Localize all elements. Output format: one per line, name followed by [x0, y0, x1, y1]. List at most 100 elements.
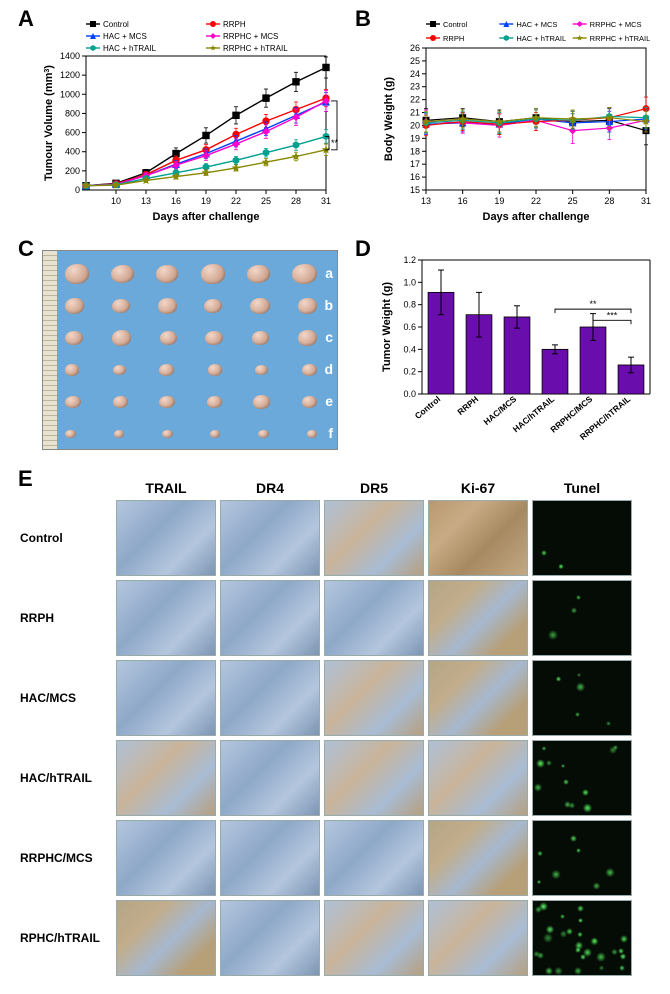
svg-text:HAC + MCS: HAC + MCS: [516, 20, 557, 29]
ihc-row-header: HAC/hTRAIL: [20, 771, 112, 785]
ihc-tile: [220, 900, 320, 976]
svg-text:24: 24: [410, 69, 420, 79]
svg-text:0.0: 0.0: [403, 389, 416, 399]
ihc-tile: [116, 740, 216, 816]
ihc-tile: [532, 900, 632, 976]
svg-text:0.6: 0.6: [403, 322, 416, 332]
ihc-tile: [428, 900, 528, 976]
ihc-row-header: HAC/MCS: [20, 691, 112, 705]
svg-text:28: 28: [291, 196, 301, 206]
ihc-tile: [532, 500, 632, 576]
svg-text:0.2: 0.2: [403, 367, 416, 377]
ihc-column-header: TRAIL: [116, 480, 216, 496]
ihc-tile: [324, 660, 424, 736]
ihc-tile: [220, 820, 320, 896]
ihc-row-header: RRPHC/MCS: [20, 851, 112, 865]
svg-text:16: 16: [171, 196, 181, 206]
ihc-tile: [532, 660, 632, 736]
svg-text:0.4: 0.4: [403, 344, 416, 354]
ihc-tile: [428, 500, 528, 576]
svg-text:22: 22: [231, 196, 241, 206]
svg-text:800: 800: [65, 108, 80, 118]
ihc-row-header: RRPH: [20, 611, 112, 625]
ihc-tile: [324, 740, 424, 816]
tumor-photo: abcdef: [42, 250, 338, 450]
svg-text:600: 600: [65, 128, 80, 138]
svg-text:31: 31: [641, 196, 651, 206]
svg-text:RRPH: RRPH: [443, 34, 464, 43]
tumor-row-label: c: [325, 329, 333, 345]
svg-text:22: 22: [410, 95, 420, 105]
svg-text:400: 400: [65, 147, 80, 157]
svg-text:HAC + MCS: HAC + MCS: [103, 32, 147, 41]
panel-label-b: B: [355, 6, 371, 32]
ihc-tile: [116, 900, 216, 976]
ihc-tile: [220, 580, 320, 656]
svg-text:20: 20: [410, 120, 420, 130]
ihc-row-header: RPHC/hTRAIL: [20, 931, 112, 945]
svg-text:13: 13: [141, 196, 151, 206]
svg-text:15: 15: [410, 185, 420, 195]
svg-text:RRPHC + MCS: RRPHC + MCS: [223, 32, 278, 41]
svg-text:Control: Control: [443, 20, 468, 29]
svg-text:1.0: 1.0: [403, 277, 416, 287]
ihc-tile: [428, 660, 528, 736]
svg-text:HAC + hTRAIL: HAC + hTRAIL: [103, 44, 157, 53]
svg-text:***: ***: [607, 310, 618, 320]
tumor-volume-chart: 1013161922252831020040060080010001200140…: [38, 14, 338, 224]
svg-text:16: 16: [410, 172, 420, 182]
svg-text:17: 17: [410, 159, 420, 169]
svg-text:1.2: 1.2: [403, 255, 416, 265]
svg-text:***: ***: [331, 138, 338, 148]
svg-text:HAC/MCS: HAC/MCS: [481, 394, 518, 427]
ihc-column-header: DR4: [220, 480, 320, 496]
ihc-tile: [116, 500, 216, 576]
svg-text:10: 10: [111, 196, 121, 206]
svg-text:Control: Control: [413, 394, 443, 421]
ihc-tile: [532, 820, 632, 896]
svg-text:RRPHC + hTRAIL: RRPHC + hTRAIL: [590, 34, 651, 43]
tumor-row-label: a: [325, 265, 333, 281]
svg-text:Days after challenge: Days after challenge: [153, 211, 260, 223]
ihc-tunel-grid: TRAILDR4DR5Ki-67TunelControlRRPHHAC/MCSH…: [20, 470, 660, 980]
ihc-tile: [532, 580, 632, 656]
svg-text:25: 25: [568, 196, 578, 206]
ihc-tile: [220, 740, 320, 816]
ihc-tile: [324, 580, 424, 656]
tumor-row-label: f: [328, 425, 333, 441]
svg-text:RRPHC + MCS: RRPHC + MCS: [590, 20, 642, 29]
body-weight-chart: 13161922252831151617181920212223242526Da…: [378, 14, 658, 224]
svg-text:22: 22: [531, 196, 541, 206]
ihc-tile: [116, 580, 216, 656]
ihc-column-header: Tunel: [532, 480, 632, 496]
ihc-tile: [428, 820, 528, 896]
ihc-row-header: Control: [20, 531, 112, 545]
svg-text:25: 25: [410, 56, 420, 66]
tumor-weight-bar-chart: 0.00.20.40.60.81.01.2Tumor Weight (g)Con…: [378, 250, 658, 450]
tumor-row-label: e: [325, 393, 333, 409]
ihc-tile: [324, 500, 424, 576]
tumor-row-label: b: [324, 297, 333, 313]
svg-text:18: 18: [410, 146, 420, 156]
svg-text:19: 19: [494, 196, 504, 206]
svg-text:1400: 1400: [60, 51, 80, 61]
svg-text:HAC + hTRAIL: HAC + hTRAIL: [516, 34, 566, 43]
svg-text:1000: 1000: [60, 89, 80, 99]
tumor-row-label: d: [324, 361, 333, 377]
panel-label-d: D: [355, 236, 371, 262]
ihc-tile: [220, 660, 320, 736]
ihc-tile: [428, 740, 528, 816]
ihc-tile: [324, 820, 424, 896]
svg-text:0.8: 0.8: [403, 300, 416, 310]
ihc-column-header: DR5: [324, 480, 424, 496]
svg-text:19: 19: [410, 133, 420, 143]
svg-text:Days after challenge: Days after challenge: [483, 211, 590, 223]
svg-text:1200: 1200: [60, 70, 80, 80]
svg-text:Tumour Volume (mm3): Tumour Volume (mm3): [43, 65, 55, 181]
svg-text:31: 31: [321, 196, 331, 206]
svg-text:200: 200: [65, 166, 80, 176]
svg-text:RRPHC + hTRAIL: RRPHC + hTRAIL: [223, 44, 288, 53]
svg-text:RRPH: RRPH: [223, 20, 246, 29]
svg-text:Body Weight (g): Body Weight (g): [383, 77, 395, 161]
panel-label-a: A: [18, 6, 34, 32]
